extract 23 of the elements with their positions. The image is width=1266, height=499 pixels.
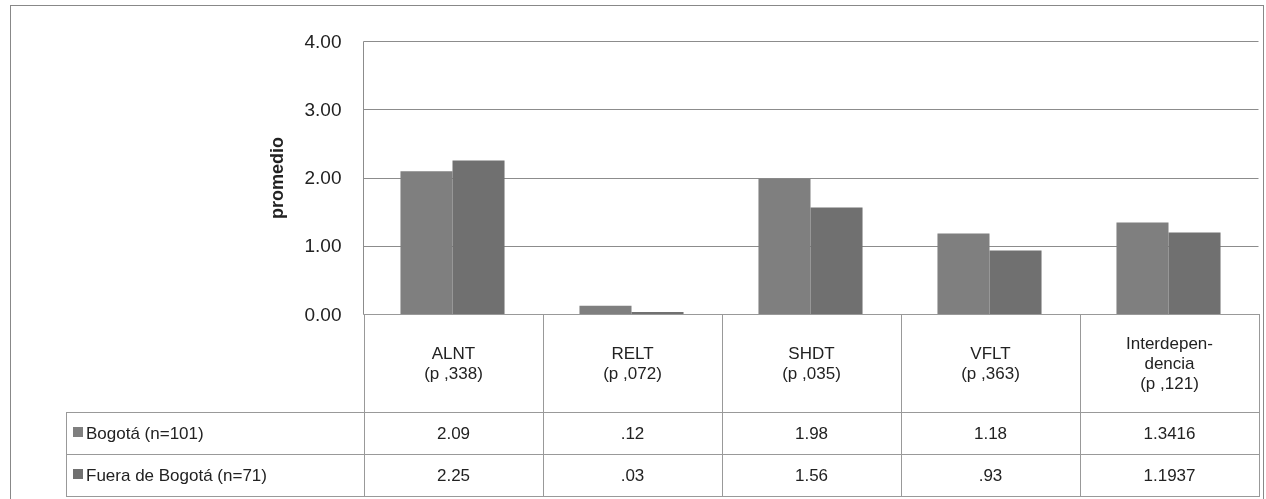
data-label: 1.3416 bbox=[1080, 412, 1259, 455]
data-label: 1.56 bbox=[722, 454, 901, 497]
y-axis-title: promedio bbox=[266, 136, 287, 220]
data-label: 1.18 bbox=[901, 412, 1080, 455]
x-tick-label: RELT (p ,072) bbox=[543, 314, 722, 413]
y-tick-label: 2.00 bbox=[304, 167, 342, 188]
data-label: 1.98 bbox=[722, 412, 901, 455]
x-tick-label: SHDT (p ,035) bbox=[722, 314, 901, 413]
y-tick-label: 1.00 bbox=[304, 235, 342, 257]
legend-label: Bogotá (n=101) bbox=[66, 412, 364, 455]
data-label: 2.09 bbox=[364, 412, 543, 455]
data-label: .03 bbox=[543, 454, 722, 497]
data-label: 1.1937 bbox=[1080, 454, 1259, 497]
y-tick-label: 4.00 bbox=[304, 30, 342, 52]
y-tick-label: 3.00 bbox=[304, 98, 342, 120]
data-label: 2.25 bbox=[364, 454, 543, 497]
x-tick-label: VFLT (p ,363) bbox=[901, 314, 1080, 413]
data-label: .93 bbox=[901, 454, 1080, 497]
legend-label: Fuera de Bogotá (n=71) bbox=[66, 454, 364, 497]
x-tick-label: ALNT (p ,338) bbox=[364, 314, 543, 413]
data-label: .12 bbox=[543, 412, 722, 455]
y-tick-label: 0.00 bbox=[304, 303, 342, 325]
x-tick-label: Interdepen- dencia (p ,121) bbox=[1080, 314, 1259, 413]
